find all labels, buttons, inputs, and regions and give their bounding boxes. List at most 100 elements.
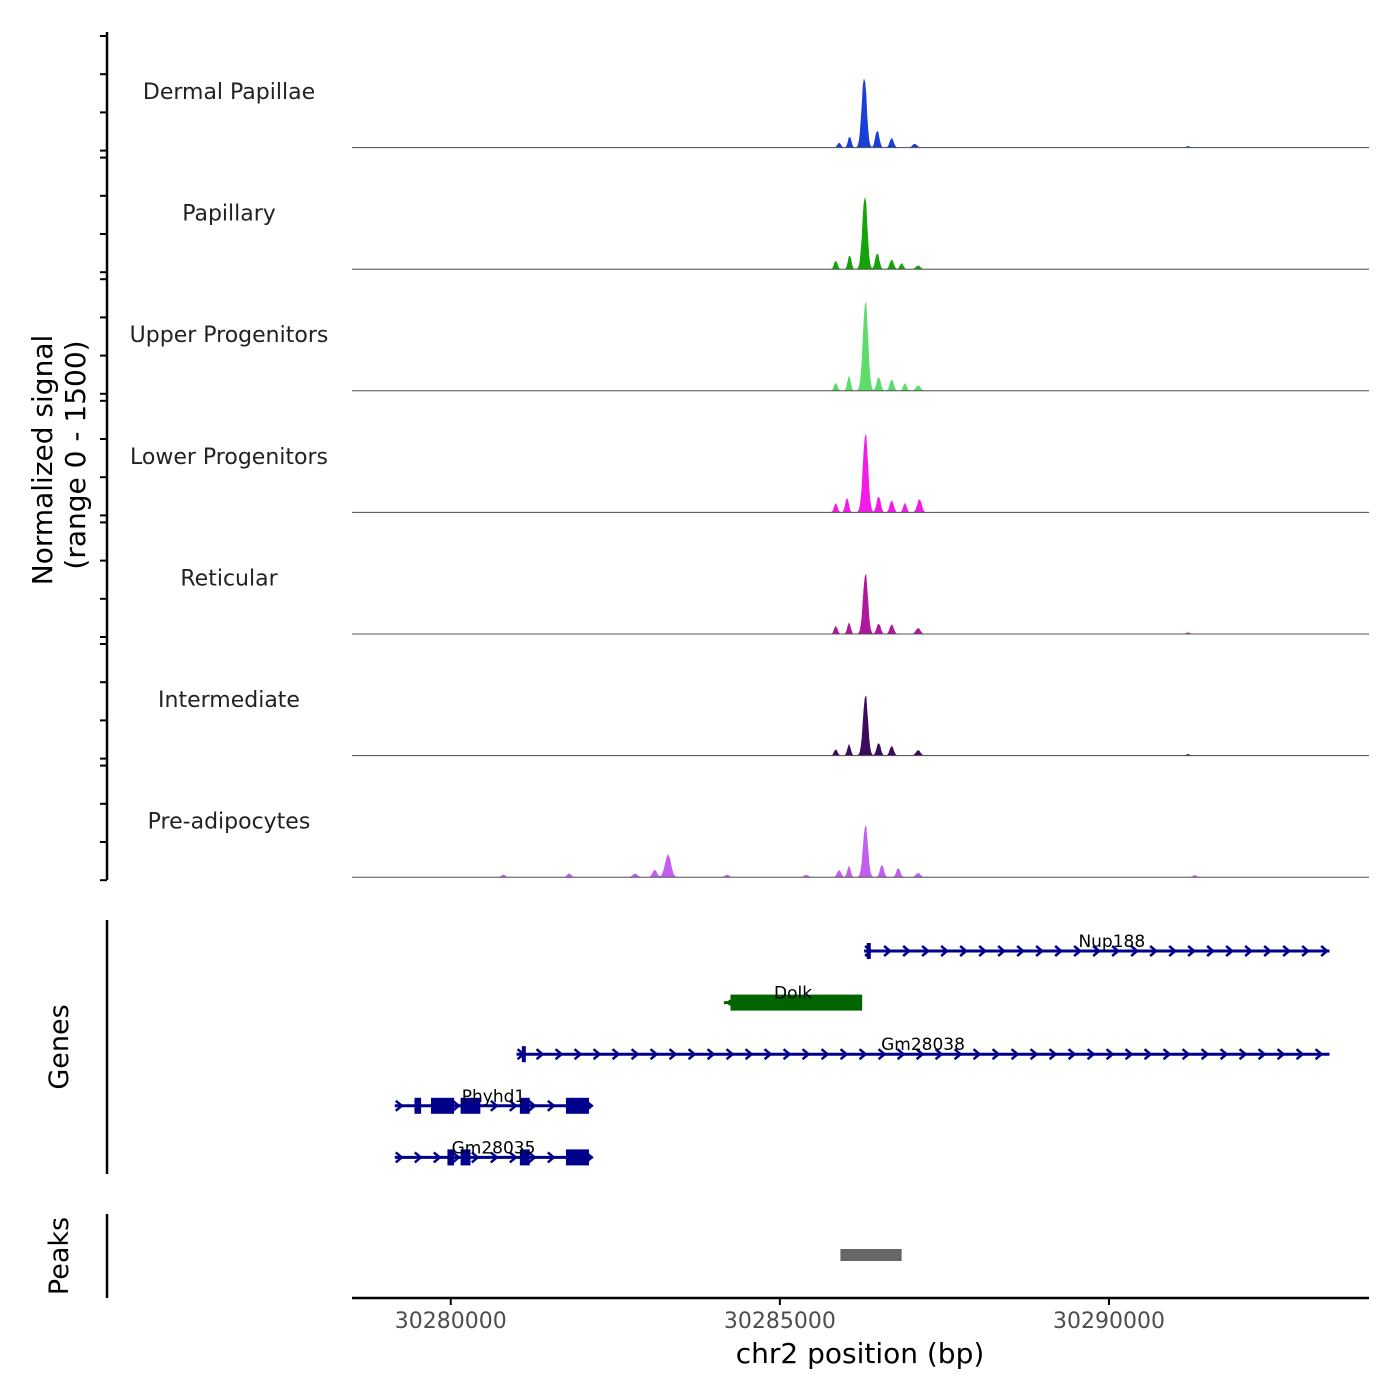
coverage-track: Lower Progenitors (130, 434, 1369, 513)
gene-annotation-track: Nup188 Dolk Gm28038 Phyhd1 Gm28035 (394, 932, 1330, 1166)
strand-arrow (1276, 1048, 1286, 1061)
coverage-area (352, 197, 1369, 270)
gene-exon (519, 1097, 530, 1114)
x-axis-ticks: 30280000 30285000 30290000 (395, 1298, 1165, 1334)
strand-arrow (649, 1048, 659, 1061)
genes-track-title: Genes (44, 1004, 75, 1089)
gene-exon (447, 1149, 455, 1166)
strand-arrow (1187, 945, 1197, 957)
strand-arrow (1035, 945, 1045, 957)
strand-dot (727, 999, 734, 1006)
strand-arrow (535, 1048, 545, 1061)
y-axis-ticks (100, 35, 107, 882)
strand-arrow (1181, 1048, 1191, 1061)
strand-arrow (858, 1048, 868, 1061)
strand-arrow (1314, 1048, 1324, 1061)
x-tick-label: 30280000 (395, 1309, 507, 1334)
strand-arrow (1143, 1048, 1153, 1061)
coverage-track: Pre-adipocytes (148, 810, 1369, 878)
strand-arrow (1282, 945, 1292, 957)
strand-arrow (706, 1048, 716, 1061)
coverage-track-label: Pre-adipocytes (148, 810, 311, 835)
strand-arrow (1206, 945, 1216, 957)
gene-label: Nup188 (1078, 932, 1145, 952)
coverage-track: Intermediate (158, 688, 1369, 757)
strand-arrow (1130, 945, 1140, 957)
coverage-area (352, 824, 1369, 878)
coverage-area (352, 434, 1369, 513)
strand-arrow (997, 945, 1007, 957)
strand-arrow (1124, 1048, 1134, 1061)
strand-arrow (991, 1048, 1001, 1061)
gene-exon (866, 943, 871, 959)
gene-exon (521, 1046, 526, 1063)
coverage-track-label: Dermal Papillae (143, 80, 315, 105)
strand-arrow (413, 1151, 423, 1164)
coverage-area (352, 695, 1369, 756)
x-axis-title: chr2 position (bp) (736, 1337, 985, 1370)
strand-arrow (451, 1099, 461, 1112)
gene-label: Gm28038 (881, 1035, 965, 1055)
strand-arrow (744, 1048, 754, 1061)
strand-arrow (978, 945, 988, 957)
coverage-track: Dermal Papillae (143, 79, 1369, 149)
gene-exon (565, 1149, 589, 1166)
strand-arrow (630, 1048, 640, 1061)
gene-model: Nup188 (864, 932, 1330, 959)
gene-exon (565, 1097, 589, 1114)
strand-arrow (921, 945, 931, 957)
strand-arrow (432, 1151, 442, 1164)
strand-arrow (1162, 1048, 1172, 1061)
y-axis-title-line1: Normalized signal (26, 335, 59, 586)
gene-exon (519, 1149, 530, 1166)
coverage-area (352, 302, 1369, 392)
strand-arrow (508, 1151, 518, 1164)
strand-arrow (489, 1151, 499, 1164)
peaks-track-title: Peaks (44, 1217, 75, 1295)
strand-arrow (940, 945, 950, 957)
strand-arrow (527, 1151, 537, 1164)
coverage-track: Papillary (182, 197, 1369, 270)
strand-arrow (934, 1048, 944, 1061)
strand-arrow (820, 1048, 830, 1061)
strand-arrow (883, 945, 893, 957)
strand-arrow (1200, 1048, 1210, 1061)
coverage-track: Upper Progenitors (130, 302, 1369, 392)
strand-arrow (1073, 945, 1083, 957)
strand-arrow (782, 1048, 792, 1061)
gene-label: Dolk (774, 984, 812, 1004)
called-peak (840, 1249, 902, 1261)
strand-arrow (801, 1048, 811, 1061)
strand-arrow (1320, 945, 1330, 957)
strand-arrow (1105, 1048, 1115, 1061)
strand-arrow (972, 1048, 982, 1061)
strand-arrow (725, 1048, 735, 1061)
strand-arrow (1111, 945, 1121, 957)
strand-arrow (1016, 945, 1026, 957)
strand-arrow (915, 1048, 925, 1061)
strand-arrow (1149, 945, 1159, 957)
coverage-track-label: Upper Progenitors (130, 323, 329, 348)
gene-exon (414, 1097, 422, 1114)
strand-arrow (902, 945, 912, 957)
gene-exon (730, 994, 863, 1011)
strand-arrow (896, 1048, 906, 1061)
strand-arrow (554, 1048, 564, 1061)
strand-arrow (1048, 1048, 1058, 1061)
gene-model: Gm28038 (516, 1035, 1330, 1063)
strand-arrow (1054, 945, 1064, 957)
coverage-track: Reticular (180, 566, 1369, 635)
coverage-area (352, 574, 1369, 635)
coverage-track-label: Reticular (180, 566, 278, 591)
x-tick-label: 30285000 (724, 1309, 836, 1334)
coverage-track-label: Papillary (182, 202, 276, 227)
strand-arrow (1244, 945, 1254, 957)
strand-arrow (1067, 1048, 1077, 1061)
coverage-track-label: Lower Progenitors (130, 445, 328, 470)
strand-arrow (394, 1151, 404, 1164)
strand-arrow (451, 1151, 461, 1164)
coverage-area (352, 79, 1369, 148)
gene-model: Phyhd1 (394, 1087, 594, 1114)
strand-arrow (470, 1151, 480, 1164)
strand-arrow (592, 1048, 602, 1061)
